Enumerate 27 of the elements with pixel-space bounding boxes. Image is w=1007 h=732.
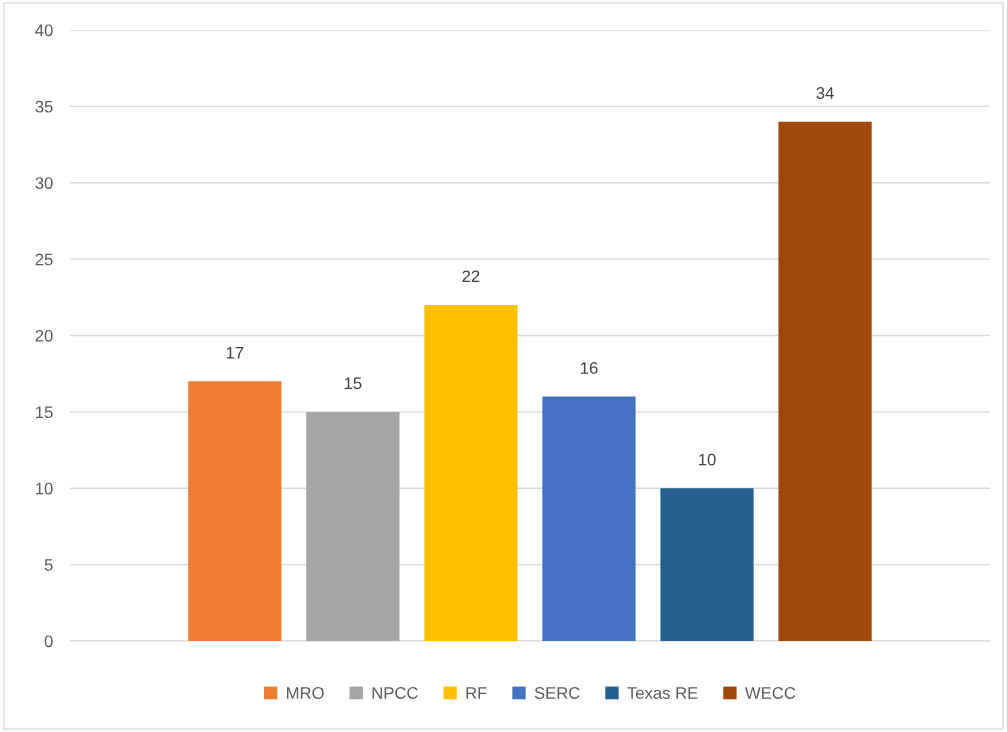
data-label: 34 (816, 87, 834, 99)
bar (306, 411, 400, 642)
y-tick-label: 0 (44, 635, 53, 648)
legend-label: NPCC (372, 687, 418, 699)
y-tick-label: 5 (44, 559, 53, 571)
y-tick-label: 30 (35, 177, 53, 189)
y-tick-label: 25 (35, 253, 53, 266)
bar (188, 381, 282, 642)
legend-label: Texas RE (627, 687, 698, 699)
data-label: 15 (344, 377, 362, 390)
bar (660, 488, 754, 642)
y-tick-label: 15 (36, 406, 53, 419)
y-tick-label: 20 (35, 329, 53, 342)
y-tick-label: 10 (36, 482, 53, 495)
data-label: 22 (462, 270, 480, 283)
legend-label: MRO (287, 687, 324, 699)
bar (424, 304, 518, 642)
data-label: 10 (699, 453, 716, 466)
legend-label: RF (466, 687, 487, 699)
bar (778, 121, 872, 642)
y-tick-label: 40 (35, 24, 53, 37)
legend-label: WECC (745, 687, 796, 699)
bar (542, 396, 636, 642)
y-tick-label: 35 (35, 100, 53, 113)
data-label: 16 (580, 362, 598, 374)
legend-label: SERC (534, 687, 580, 699)
data-label: 17 (226, 346, 244, 359)
